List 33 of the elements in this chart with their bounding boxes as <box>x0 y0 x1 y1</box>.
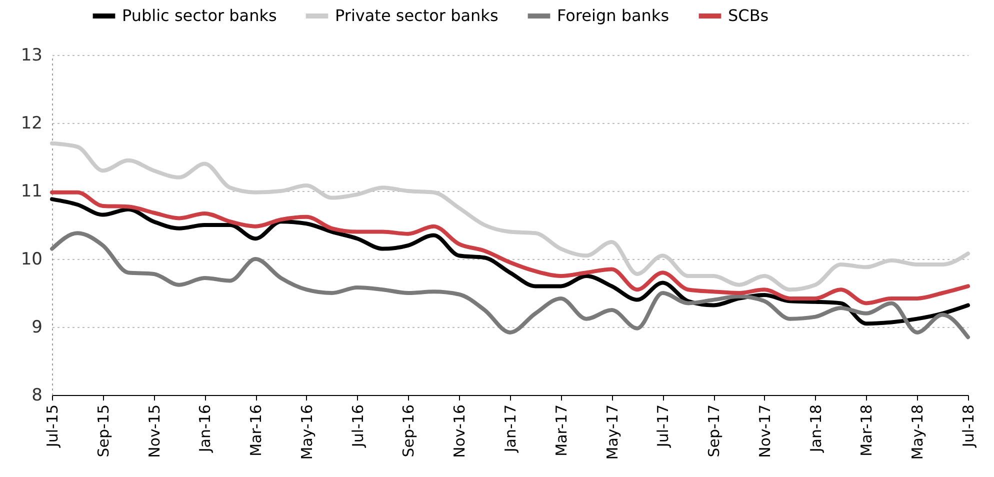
y-tick-label: 9 <box>32 318 42 338</box>
x-tick-label: Sep-15 <box>94 404 112 458</box>
legend-label: SCBs <box>728 6 769 25</box>
x-tick-label: Jan-16 <box>196 404 214 454</box>
legend-label: Foreign banks <box>557 6 670 25</box>
y-tick-label: 11 <box>20 182 42 202</box>
x-tick-label: Sep-17 <box>705 404 724 458</box>
x-tick-label: Mar-16 <box>247 404 266 456</box>
legend-label: Public sector banks <box>122 6 277 25</box>
x-tick-label: Jul-18 <box>960 404 978 448</box>
x-tick-label: Nov-16 <box>450 404 469 458</box>
x-tick-label: Jul-17 <box>654 404 672 448</box>
x-tick-label: Jan-17 <box>502 404 520 454</box>
y-tick-label: 8 <box>32 386 42 406</box>
line-series <box>50 141 970 292</box>
x-tick-label: Nov-15 <box>145 404 164 458</box>
y-tick-label: 10 <box>20 250 42 270</box>
x-tick-label: Jul-16 <box>348 404 367 448</box>
legend-label: Private sector banks <box>335 6 498 25</box>
y-tick-label: 13 <box>20 46 42 66</box>
x-tick-label: May-17 <box>603 404 622 460</box>
x-tick-label: Mar-17 <box>552 404 570 456</box>
line-series <box>50 197 970 326</box>
x-tick-label: Jul-15 <box>44 404 62 448</box>
y-tick-label: 12 <box>20 114 42 134</box>
line-series <box>50 190 970 306</box>
x-tick-label: May-18 <box>908 404 927 460</box>
x-tick-label: Mar-18 <box>858 404 876 456</box>
x-tick-label: Jan-18 <box>806 404 825 454</box>
x-tick-label: Sep-16 <box>400 404 418 458</box>
x-tick-label: May-16 <box>298 404 316 460</box>
x-tick-label: Nov-17 <box>756 404 774 458</box>
line-series <box>50 231 970 340</box>
